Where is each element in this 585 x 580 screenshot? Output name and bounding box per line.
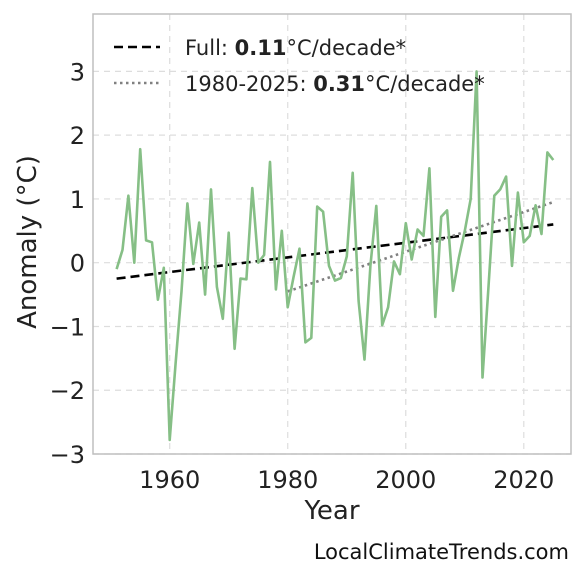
legend-full-prefix: Full: bbox=[185, 36, 235, 60]
x-tick-label: 2000 bbox=[375, 466, 436, 494]
legend-recent-suffix: °C/decade* bbox=[365, 72, 485, 96]
x-tick-label: 1960 bbox=[139, 466, 200, 494]
anomaly-series-line bbox=[115, 70, 555, 442]
x-tick-label: 2020 bbox=[493, 466, 554, 494]
legend-full-suffix: °C/decade* bbox=[287, 36, 407, 60]
legend-entry-full: Full: 0.11°C/decade* bbox=[185, 36, 406, 60]
y-tick-label: −1 bbox=[50, 313, 85, 341]
legend-full-value: 0.11 bbox=[235, 36, 287, 60]
trend-line-recent bbox=[287, 200, 554, 293]
plot-frame bbox=[92, 13, 572, 455]
watermark: LocalClimateTrends.com bbox=[313, 540, 569, 564]
y-tick-label: −2 bbox=[50, 377, 85, 405]
y-axis-title: Anomaly (°C) bbox=[13, 155, 43, 329]
y-tick-label: 3 bbox=[70, 58, 85, 86]
tick-labels: 1960 1980 2000 2020 −3 −2 −1 0 1 2 3 bbox=[50, 58, 555, 494]
x-tick-label: 1980 bbox=[257, 466, 318, 494]
data-series bbox=[115, 70, 555, 442]
y-tick-label: 2 bbox=[70, 122, 85, 150]
y-tick-label: 0 bbox=[70, 250, 85, 278]
y-tick-label: 1 bbox=[70, 186, 85, 214]
y-tick-label: −3 bbox=[50, 441, 85, 469]
x-axis-title: Year bbox=[303, 496, 359, 526]
legend-entry-recent: 1980-2025: 0.31°C/decade* bbox=[185, 72, 485, 96]
legend-recent-value: 0.31 bbox=[313, 72, 365, 96]
legend-recent-prefix: 1980-2025: bbox=[185, 72, 313, 96]
legend: Full: 0.11°C/decade* 1980-2025: 0.31°C/d… bbox=[114, 36, 485, 96]
